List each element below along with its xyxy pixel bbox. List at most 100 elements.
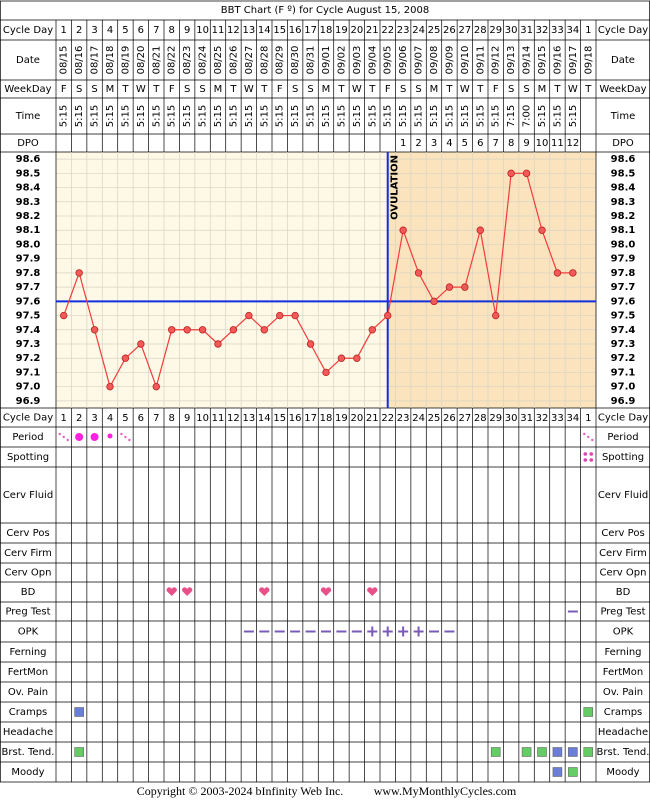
weekday: T xyxy=(121,84,129,95)
cycle-day: 5 xyxy=(122,25,128,36)
y-tick-label: 97.6 xyxy=(16,296,41,307)
cycle-day: 31 xyxy=(520,25,533,36)
date: 08/17 xyxy=(90,46,101,75)
y-tick-label: 97.0 xyxy=(611,382,636,393)
cycle-day: 1 xyxy=(61,25,67,36)
cycle-day: 14 xyxy=(258,25,271,36)
time: 7:00 xyxy=(522,105,533,127)
weekday: W xyxy=(460,84,470,95)
date: 08/29 xyxy=(275,46,286,75)
period-medium xyxy=(107,433,113,439)
temp-point xyxy=(507,169,515,178)
cycle-day: 15 xyxy=(273,413,286,424)
symptom-box xyxy=(521,747,532,757)
time: 5:15 xyxy=(182,105,193,127)
cycle-day: 21 xyxy=(366,25,379,36)
y-tick-label: 97.2 xyxy=(611,353,636,364)
row-label: WeekDay xyxy=(4,84,51,95)
time: 5:15 xyxy=(213,105,224,127)
period-dot xyxy=(62,435,65,439)
bd-heart xyxy=(166,587,177,596)
date: 08/26 xyxy=(228,46,239,75)
row-label: Ferning xyxy=(9,647,46,658)
cycle-day: 29 xyxy=(489,413,502,424)
time: 5:15 xyxy=(90,105,101,127)
time: 5:15 xyxy=(537,105,548,127)
cycle-day: 20 xyxy=(350,25,363,36)
temp-point xyxy=(337,354,346,362)
row-label: Cerv Opn xyxy=(600,568,647,579)
spotting-dot xyxy=(583,458,588,462)
bd-heart xyxy=(367,587,378,596)
row-label: Spotting xyxy=(602,452,644,463)
row-label: Cramps xyxy=(604,707,643,718)
cycle-day: 19 xyxy=(335,25,348,36)
weekday: W xyxy=(244,84,254,95)
temp-point xyxy=(60,311,68,320)
bd-heart xyxy=(259,587,270,596)
date: 08/18 xyxy=(105,46,116,75)
weekday: W xyxy=(352,84,362,95)
temp-point xyxy=(75,269,83,277)
row-label: Cycle Day xyxy=(3,25,53,36)
cycle-day: 8 xyxy=(169,25,175,36)
time: 5:15 xyxy=(414,105,425,127)
cycle-day: 33 xyxy=(551,413,564,424)
row-label: Cerv Opn xyxy=(5,568,52,579)
row-label: Headache xyxy=(3,727,53,738)
time: 5:15 xyxy=(429,105,440,127)
weekday: T xyxy=(553,84,561,95)
cycle-day: 19 xyxy=(335,413,348,424)
y-tick-label: 97.9 xyxy=(16,254,41,265)
date: 09/14 xyxy=(522,46,533,75)
row-label: Cycle Day xyxy=(598,413,648,424)
row-label: Time xyxy=(610,111,635,122)
cycle-day: 20 xyxy=(350,413,363,424)
cycle-day: 8 xyxy=(169,413,175,424)
temp-point xyxy=(245,311,253,320)
date: 09/17 xyxy=(568,46,579,75)
cycle-day: 9 xyxy=(184,413,190,424)
period-dot xyxy=(66,438,69,442)
cycle-day: 30 xyxy=(505,25,518,36)
dpo: 11 xyxy=(551,138,564,149)
copyright: Copyright © 2003-2024 bInfinity Web Inc. xyxy=(137,784,344,798)
weekday: F xyxy=(169,84,175,95)
cycle-day: 31 xyxy=(520,413,533,424)
time: 5:15 xyxy=(336,105,347,127)
temp-point xyxy=(430,297,438,306)
plot-bg xyxy=(56,152,388,408)
time: 5:15 xyxy=(460,105,471,127)
luteal-bg xyxy=(387,152,596,408)
dpo: 3 xyxy=(431,138,437,149)
symptom-box xyxy=(552,767,563,777)
weekday: S xyxy=(91,84,97,95)
temp-point xyxy=(538,226,546,234)
temp-point xyxy=(461,283,469,291)
y-tick-label: 98.4 xyxy=(611,183,636,194)
weekday: M xyxy=(214,84,223,95)
time: 5:15 xyxy=(198,105,209,127)
website: www.MyMonthlyCycles.com xyxy=(374,784,517,798)
temp-point xyxy=(291,311,299,320)
time: 5:15 xyxy=(275,105,286,127)
cycle-day: 2 xyxy=(76,25,82,36)
y-tick-label: 98.1 xyxy=(16,225,41,236)
date: 08/27 xyxy=(244,46,255,75)
dpo: 8 xyxy=(508,138,514,149)
y-tick-label: 97.5 xyxy=(16,311,41,322)
row-label: FertMon xyxy=(8,667,48,678)
y-tick-label: 96.9 xyxy=(16,396,41,407)
temp-point xyxy=(214,340,222,348)
time: 5:15 xyxy=(398,105,409,127)
y-tick-label: 97.4 xyxy=(611,325,636,336)
row-label: Ov. Pain xyxy=(8,687,48,698)
y-tick-label: 97.5 xyxy=(611,311,636,322)
weekday: S xyxy=(292,84,298,95)
time: 5:15 xyxy=(290,105,301,127)
cycle-day: 7 xyxy=(153,25,159,36)
cycle-day: 16 xyxy=(289,25,302,36)
row-label: Brst. Tend. xyxy=(2,747,55,758)
y-tick-label: 97.0 xyxy=(16,382,41,393)
time: 5:15 xyxy=(244,105,255,127)
